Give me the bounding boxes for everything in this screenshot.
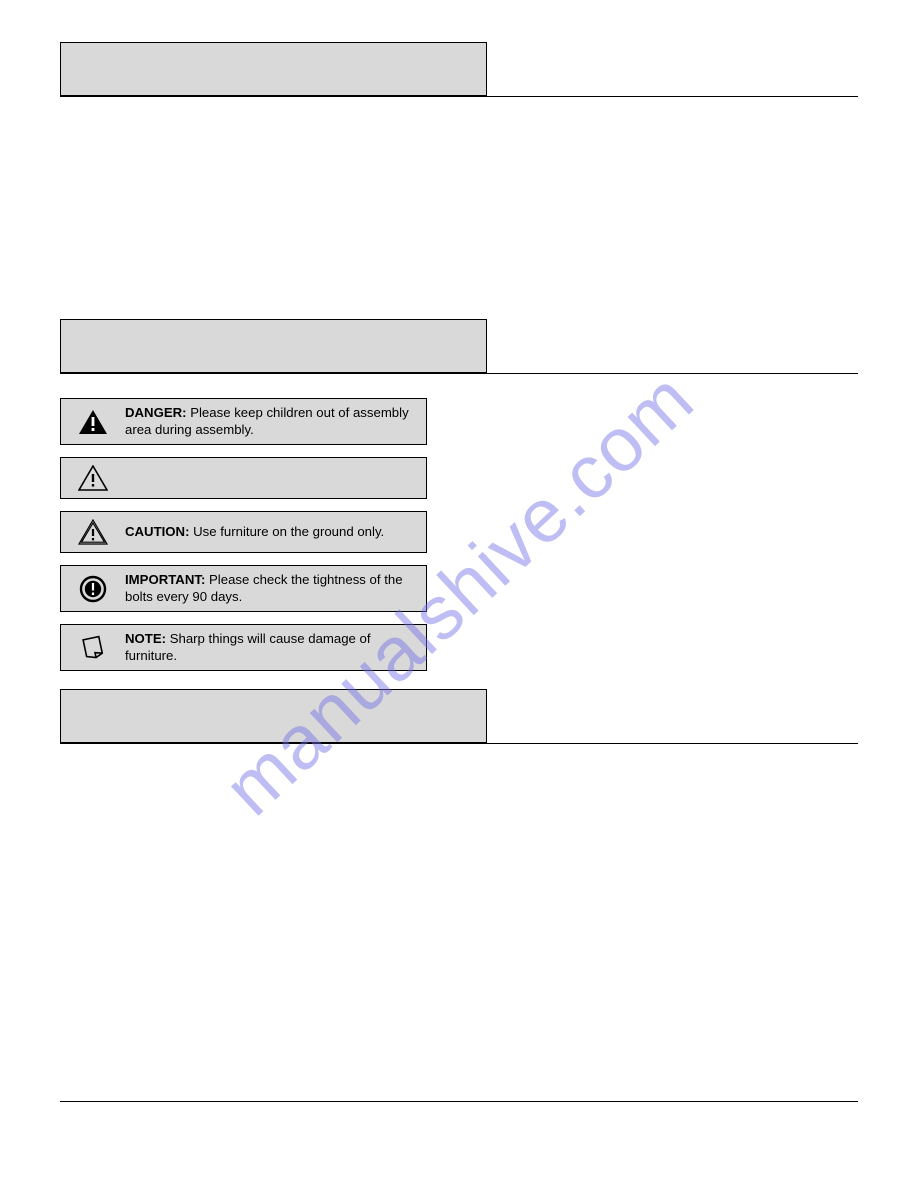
- safety-box-note: NOTE: Sharp things will cause damage of …: [60, 624, 427, 671]
- warning-icon: [71, 465, 115, 491]
- note-label: NOTE:: [125, 631, 166, 646]
- section-header-1: [60, 42, 487, 96]
- safety-boxes: DANGER: Please keep children out of asse…: [60, 398, 858, 671]
- section-header-3: [60, 689, 487, 743]
- safety-section: DANGER: Please keep children out of asse…: [60, 319, 858, 671]
- top-section: [60, 42, 858, 97]
- caution-text: CAUTION: Use furniture on the ground onl…: [115, 524, 384, 541]
- prep-section: [60, 689, 858, 744]
- important-icon: [71, 575, 115, 603]
- caution-body: Use furniture on the ground only.: [189, 524, 384, 539]
- rule-3: [60, 743, 858, 744]
- rule-1: [60, 96, 858, 97]
- important-text: IMPORTANT: Please check the tightness of…: [115, 572, 416, 605]
- caution-icon: [71, 519, 115, 545]
- note-icon: [71, 635, 115, 661]
- note-text: NOTE: Sharp things will cause damage of …: [115, 631, 416, 664]
- caution-label: CAUTION:: [125, 524, 189, 539]
- footer-rule: [60, 1101, 858, 1102]
- safety-box-caution: CAUTION: Use furniture on the ground onl…: [60, 511, 427, 553]
- safety-box-danger: DANGER: Please keep children out of asse…: [60, 398, 427, 445]
- safety-box-important: IMPORTANT: Please check the tightness of…: [60, 565, 427, 612]
- safety-box-warning: [60, 457, 427, 499]
- important-label: IMPORTANT:: [125, 572, 205, 587]
- danger-icon: [71, 409, 115, 435]
- danger-text: DANGER: Please keep children out of asse…: [115, 405, 416, 438]
- section-header-2: [60, 319, 487, 373]
- rule-2: [60, 373, 858, 374]
- danger-label: DANGER:: [125, 405, 187, 420]
